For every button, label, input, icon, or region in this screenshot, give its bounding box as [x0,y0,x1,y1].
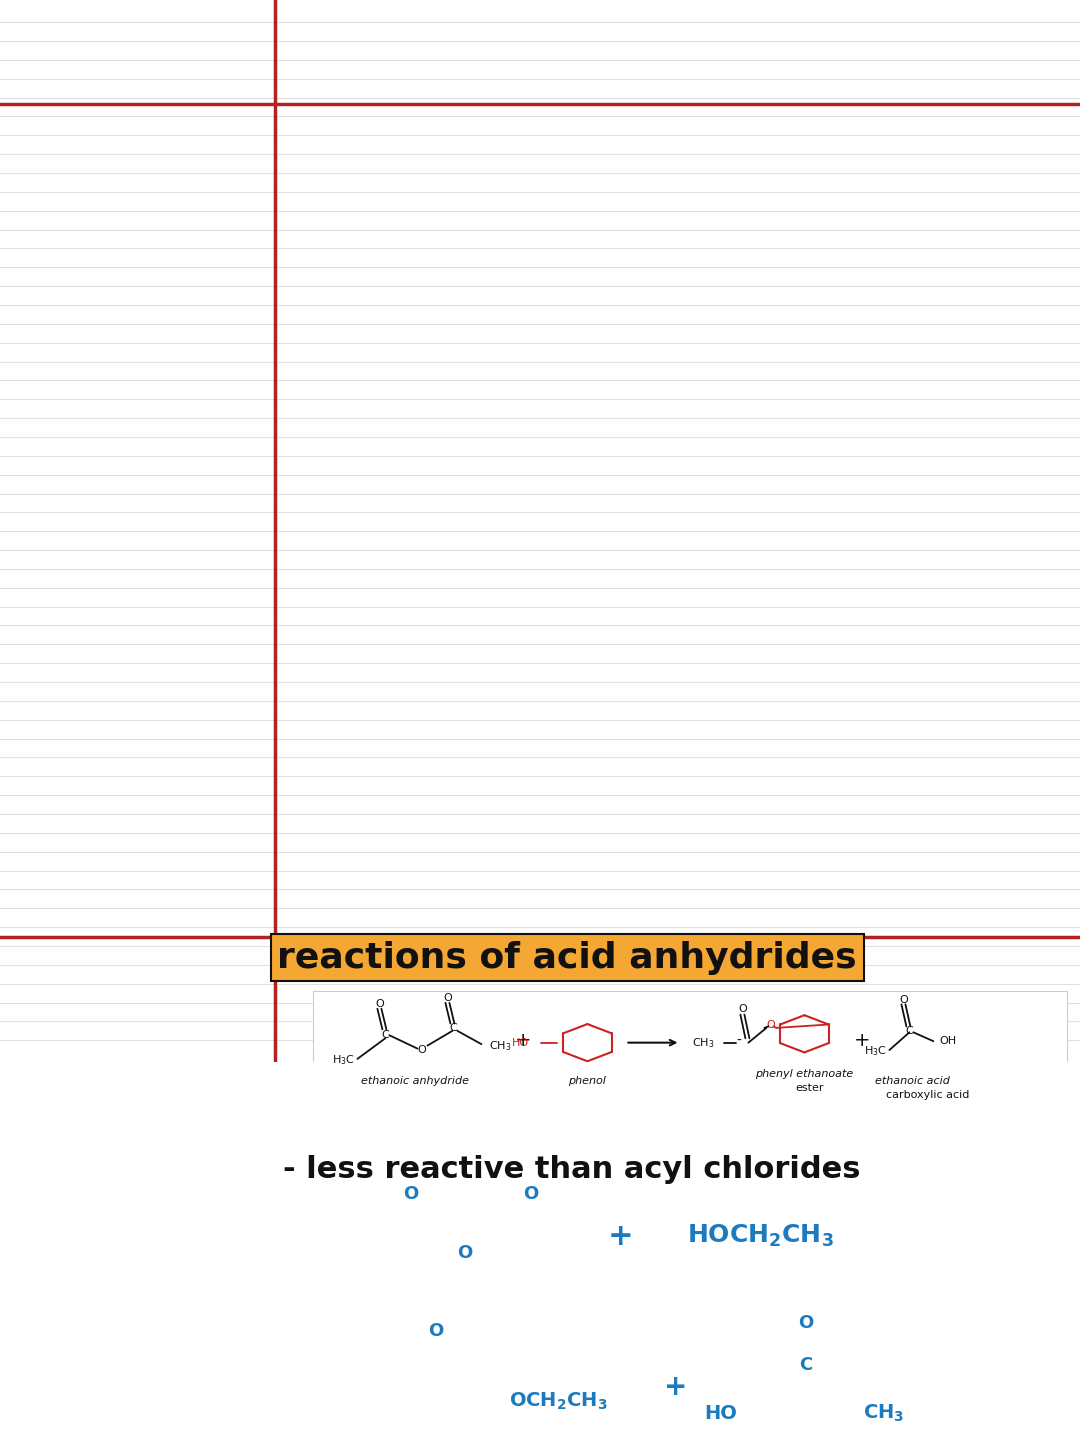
FancyBboxPatch shape [885,1088,971,1102]
Text: +: + [664,1373,687,1402]
Text: ester: ester [795,1082,824,1092]
Text: $\mathbf{CH_3}$: $\mathbf{CH_3}$ [863,1403,905,1425]
FancyBboxPatch shape [782,1081,837,1095]
Text: O: O [738,1003,746,1013]
Text: $\mathsf{CH_3}$: $\mathsf{CH_3}$ [692,1036,715,1049]
Text: $\mathsf{H_3C}$: $\mathsf{H_3C}$ [864,1045,888,1059]
Text: O: O [443,993,451,1003]
Text: $\mathbf{OCH_2CH_3}$: $\mathbf{OCH_2CH_3}$ [510,1390,608,1412]
Text: - less reactive than acyl chlorides: - less reactive than acyl chlorides [283,1156,861,1184]
Text: O: O [798,1314,813,1333]
Text: C: C [449,1023,457,1033]
Text: $\mathsf{H_3C}$: $\mathsf{H_3C}$ [333,1053,355,1068]
Text: O: O [523,1186,538,1203]
Text: HO: HO [704,1404,738,1423]
Text: O: O [899,994,908,1004]
Text: $\mathbf{HO CH_2 CH_3}$: $\mathbf{HO CH_2 CH_3}$ [687,1223,834,1249]
Text: ethanoic acid: ethanoic acid [875,1076,949,1086]
Text: -: - [737,1035,741,1048]
Text: O: O [403,1186,418,1203]
Text: +: + [854,1030,870,1050]
Text: ethanoic anhydride: ethanoic anhydride [362,1076,470,1086]
Text: C: C [381,1030,389,1040]
Text: O: O [766,1020,774,1030]
Text: O: O [375,999,383,1009]
FancyBboxPatch shape [313,991,1067,1127]
Text: C: C [799,1357,812,1374]
Text: phenyl ethanoate: phenyl ethanoate [755,1069,853,1079]
Text: O: O [428,1322,443,1340]
Text: O: O [457,1245,472,1262]
Text: $\mathsf{CH_3}$: $\mathsf{CH_3}$ [489,1039,512,1052]
Text: O: O [417,1045,426,1055]
Text: +: + [515,1030,531,1050]
Text: OH: OH [940,1036,957,1046]
Text: +: + [608,1222,633,1250]
Text: phenol: phenol [568,1076,606,1086]
Text: carboxylic acid: carboxylic acid [886,1091,969,1099]
Text: HO: HO [512,1038,529,1048]
Text: C: C [905,1026,914,1036]
Text: reactions of acid anhydrides: reactions of acid anhydrides [278,941,858,974]
